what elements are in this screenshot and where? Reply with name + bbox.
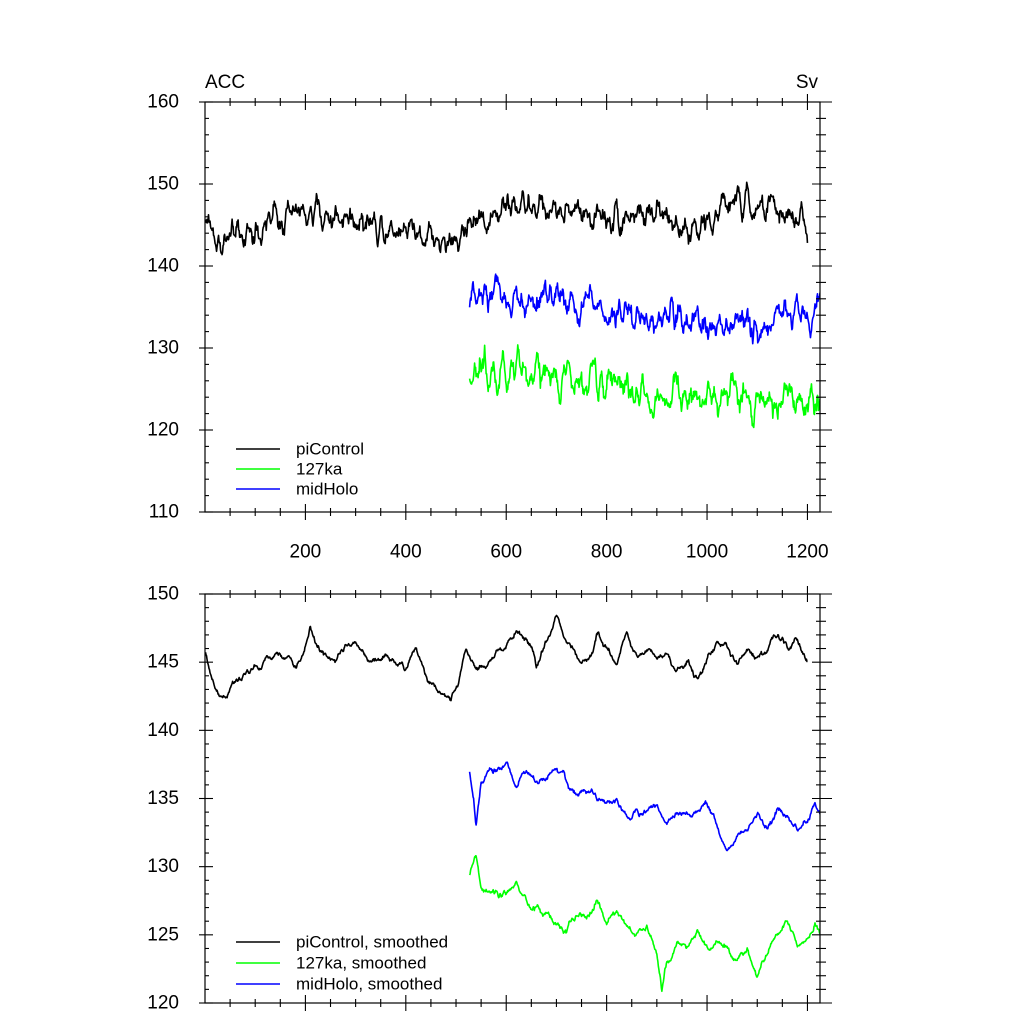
x-tick-label: 800 (591, 542, 623, 563)
series-line-midholo (468, 273, 820, 345)
series-line-127ka (468, 344, 820, 429)
x-tick-label: 400 (390, 542, 422, 563)
left-string: ACC (205, 72, 245, 93)
legend-label: piControl, smoothed (296, 933, 448, 952)
y-tick-label: 125 (147, 924, 179, 945)
y-tick-label: 110 (149, 502, 179, 523)
series-lines (205, 181, 820, 429)
axis-ticks (199, 94, 832, 520)
y-tick-label: 130 (147, 856, 179, 877)
legend-label: 127ka, smoothed (296, 954, 426, 973)
series-line-picontrol (205, 181, 809, 256)
y-tick-label: 130 (147, 338, 179, 359)
y-tick-label: 120 (147, 993, 179, 1014)
series-line-midholo-smoothed (468, 761, 820, 852)
top-panel: 110 120 130 140 150 160 200 400 600 800 1000 1200 AC… (147, 72, 832, 563)
y-tick-label: 145 (147, 652, 179, 673)
y-tick-label: 135 (147, 788, 179, 809)
series-line-127ka-smoothed (468, 854, 820, 993)
series-lines (205, 614, 820, 993)
plot-frame (204, 101, 821, 513)
y-tick-label: 160 (147, 92, 179, 113)
x-tick-label: 1200 (786, 542, 828, 563)
y-tick-label: 120 (147, 420, 179, 441)
bottom-panel: 120 125 130 135 140 145 150 piControl, smoothed… (147, 584, 832, 1014)
legend-label: piControl (296, 440, 364, 459)
series-line-picontrol-smoothed (205, 614, 808, 702)
y-tick-label: 140 (147, 256, 179, 277)
legend-label: midHolo, smoothed (296, 975, 442, 994)
y-tick-label: 150 (147, 174, 179, 195)
legend-label: midHolo (296, 480, 358, 499)
x-tick-label: 600 (490, 542, 522, 563)
y-tick-label: 150 (147, 584, 179, 605)
legend-label: 127ka (296, 460, 343, 479)
x-tick-label: 1000 (686, 542, 728, 563)
right-string: Sv (796, 72, 819, 93)
axis-ticks (199, 586, 832, 1011)
y-tick-label: 140 (147, 720, 179, 741)
x-tick-label: 200 (290, 542, 322, 563)
legend: piControl, smoothed 127ka, smoothed midHol… (236, 933, 448, 994)
